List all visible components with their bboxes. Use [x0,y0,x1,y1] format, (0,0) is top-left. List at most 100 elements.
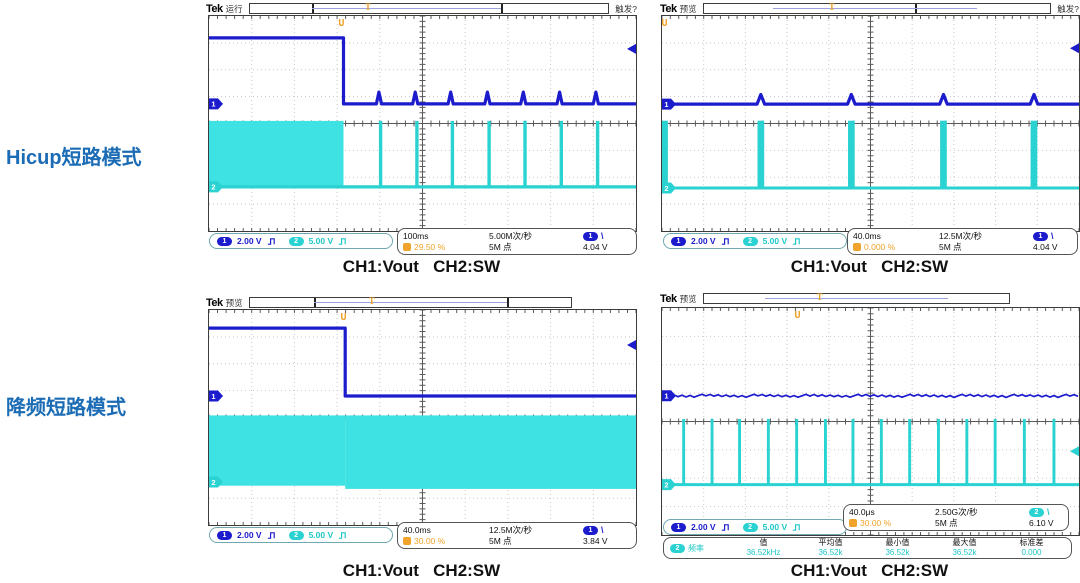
acquisition-position-bar: T [702,2,1052,14]
acquisition-position-bar: T [248,296,572,308]
ch2-scale-value: 5.00 V [308,236,334,246]
ch2-badge: 2 [742,236,758,246]
ch1-badge: 1 [217,236,232,246]
waveform-svg: 1 2 U [209,310,636,525]
channel-scale-readout: 1 2.00 V 2 5.00 V [663,519,847,535]
ch1-scale-value: 2.00 V [237,530,262,540]
trigger-position-icon [403,537,411,545]
trigger-status-label: 触发? [1057,3,1079,14]
horizontal-trigger-readout: 40.0μs 30.00 % 2.50G次/秒 5M 点 2 \ 6.10 V [843,504,1069,531]
svg-text:2: 2 [664,480,668,489]
trigger-position-icon [853,243,861,251]
acq-trigger-t-icon: T [368,296,375,306]
trigger-level-value: 4.04 V [1033,242,1058,252]
trigger-position-icon [849,519,857,527]
waveform-svg: 1 2 U [662,16,1079,231]
trigger-status-label: 触发? [615,3,637,14]
scope-capture-foldback-40us: Tek 预览 T 1 2 U 1 2.00 V 2 5.00 V 40.0μs 30… [659,292,1080,562]
sampling-column: 12.5M次/秒 5M 点 [484,525,578,547]
tek-logo: Tek [660,292,677,305]
scope-header: Tek 预览 T [205,296,638,309]
trigger-position-percent: 30.00 % [414,536,446,546]
trigger-position-marker-icon: U [794,310,800,321]
channel-scale-readout: 1 2.00 V 2 5.00 V [209,527,393,543]
acquisition-position-bar: T [702,292,1010,304]
horizontal-trigger-readout: 40.0ms 0.000 % 12.5M次/秒 5M 点 1 \ 4.04 V [847,228,1078,255]
trigger-source-badge: 1 [583,231,598,241]
trigger-column: 1 \ 3.84 V [578,525,636,547]
acq-trigger-t-icon: T [828,2,835,12]
sampling-column: 2.50G次/秒 5M 点 [930,507,1024,529]
ch1-coupling-icon [267,531,275,539]
acq-record-line [312,7,501,9]
acq-window-bracket-icon [506,298,509,307]
ch1-coupling-icon [721,237,729,245]
ch2-badge: 2 [288,530,304,540]
timebase-value: 100ms [403,231,429,241]
scope-caption: CH1:Vout CH2:SW [790,561,949,580]
svg-text:1: 1 [211,392,215,401]
acq-record-line [772,7,978,9]
sample-rate: 12.5M次/秒 [939,231,982,241]
trigger-position-percent: 30.00 % [860,518,892,528]
trigger-column: 1 \ 4.04 V [578,231,636,253]
acq-record-line [313,301,507,303]
ch1-badge: 1 [217,530,232,540]
svg-text:2: 2 [664,184,668,193]
trigger-position-marker-icon: U [338,18,344,29]
trigger-position-icon [403,243,411,251]
row-label-foldback-mode: 降频短路模式 [6,397,126,419]
sampling-column: 5.00M次/秒 5M 点 [484,231,578,253]
waveform-graticule: 1 2 U [661,307,1080,536]
svg-text:2: 2 [211,183,215,192]
ch2-badge: 2 [288,236,304,246]
ch2-coupling-icon [339,531,346,539]
sampling-column: 12.5M次/秒 5M 点 [934,231,1028,253]
ch1-badge: 1 [671,236,686,246]
trigger-level-value: 4.04 V [583,242,608,252]
tek-logo: Tek [206,296,223,309]
ch1-coupling-icon [721,523,729,531]
svg-text:1: 1 [664,392,668,401]
acquisition-status-label: 运行 [225,3,243,14]
trigger-column: 1 \ 4.04 V [1028,231,1077,253]
acq-window-bracket-icon [500,4,503,13]
trigger-position-marker-icon: U [340,312,346,323]
acquisition-status-label: 预览 [679,293,697,304]
trigger-source-badge: 1 [583,525,598,535]
waveform-graticule: 1 2 U [208,15,637,232]
measurement-table: 2 频率 值 36.52kHz 平均值 36.52k 最小值 36.52k 最大… [663,537,1072,559]
trigger-position-percent: 29.50 % [414,242,446,252]
measurement-col-max: 最大值 36.52k [952,538,977,557]
sample-rate: 2.50G次/秒 [935,507,978,517]
trigger-source-badge: 1 [1033,231,1048,241]
row-label-hiccup-mode: Hicup短路模式 [6,147,142,169]
scope-caption: CH1:Vout CH2:SW [342,561,501,580]
acq-record-line [764,297,948,299]
timebase-value: 40.0ms [853,231,881,241]
acquisition-position-bar: T [248,2,610,14]
timebase-column: 100ms 29.50 % [398,231,484,253]
measurement-col-mean: 平均值 36.52k [818,538,843,557]
measurement-name: 频率 [688,543,704,553]
record-length: 5M 点 [935,518,958,528]
waveform-graticule: 1 2 U [208,309,637,526]
waveform-svg: 1 2 U [209,16,636,231]
acq-trigger-t-icon: T [816,292,823,302]
scope-header: Tek 预览 T [659,292,1080,305]
measurement-col-value: 值 36.52kHz [746,538,781,557]
measurement-channel-badge: 2 [670,543,685,553]
ch1-coupling-icon [267,237,275,245]
channel-scale-readout: 1 2.00 V 2 5.00 V [209,233,393,249]
acq-trigger-t-icon: T [364,2,371,12]
trigger-slope-icon: \ [601,231,604,241]
ch1-badge: 1 [671,522,686,532]
acquisition-status-label: 预览 [679,3,697,14]
record-length: 5M 点 [489,536,512,546]
scope-capture-hiccup-40ms: Tek 预览 T 触发? 1 2 U 1 2.00 V 2 5.00 V 40.0m… [659,2,1080,255]
sample-rate: 12.5M次/秒 [489,525,532,535]
ch2-scale-value: 5.00 V [762,236,788,246]
scope-caption: CH1:Vout CH2:SW [790,257,949,276]
record-length: 5M 点 [489,242,512,252]
